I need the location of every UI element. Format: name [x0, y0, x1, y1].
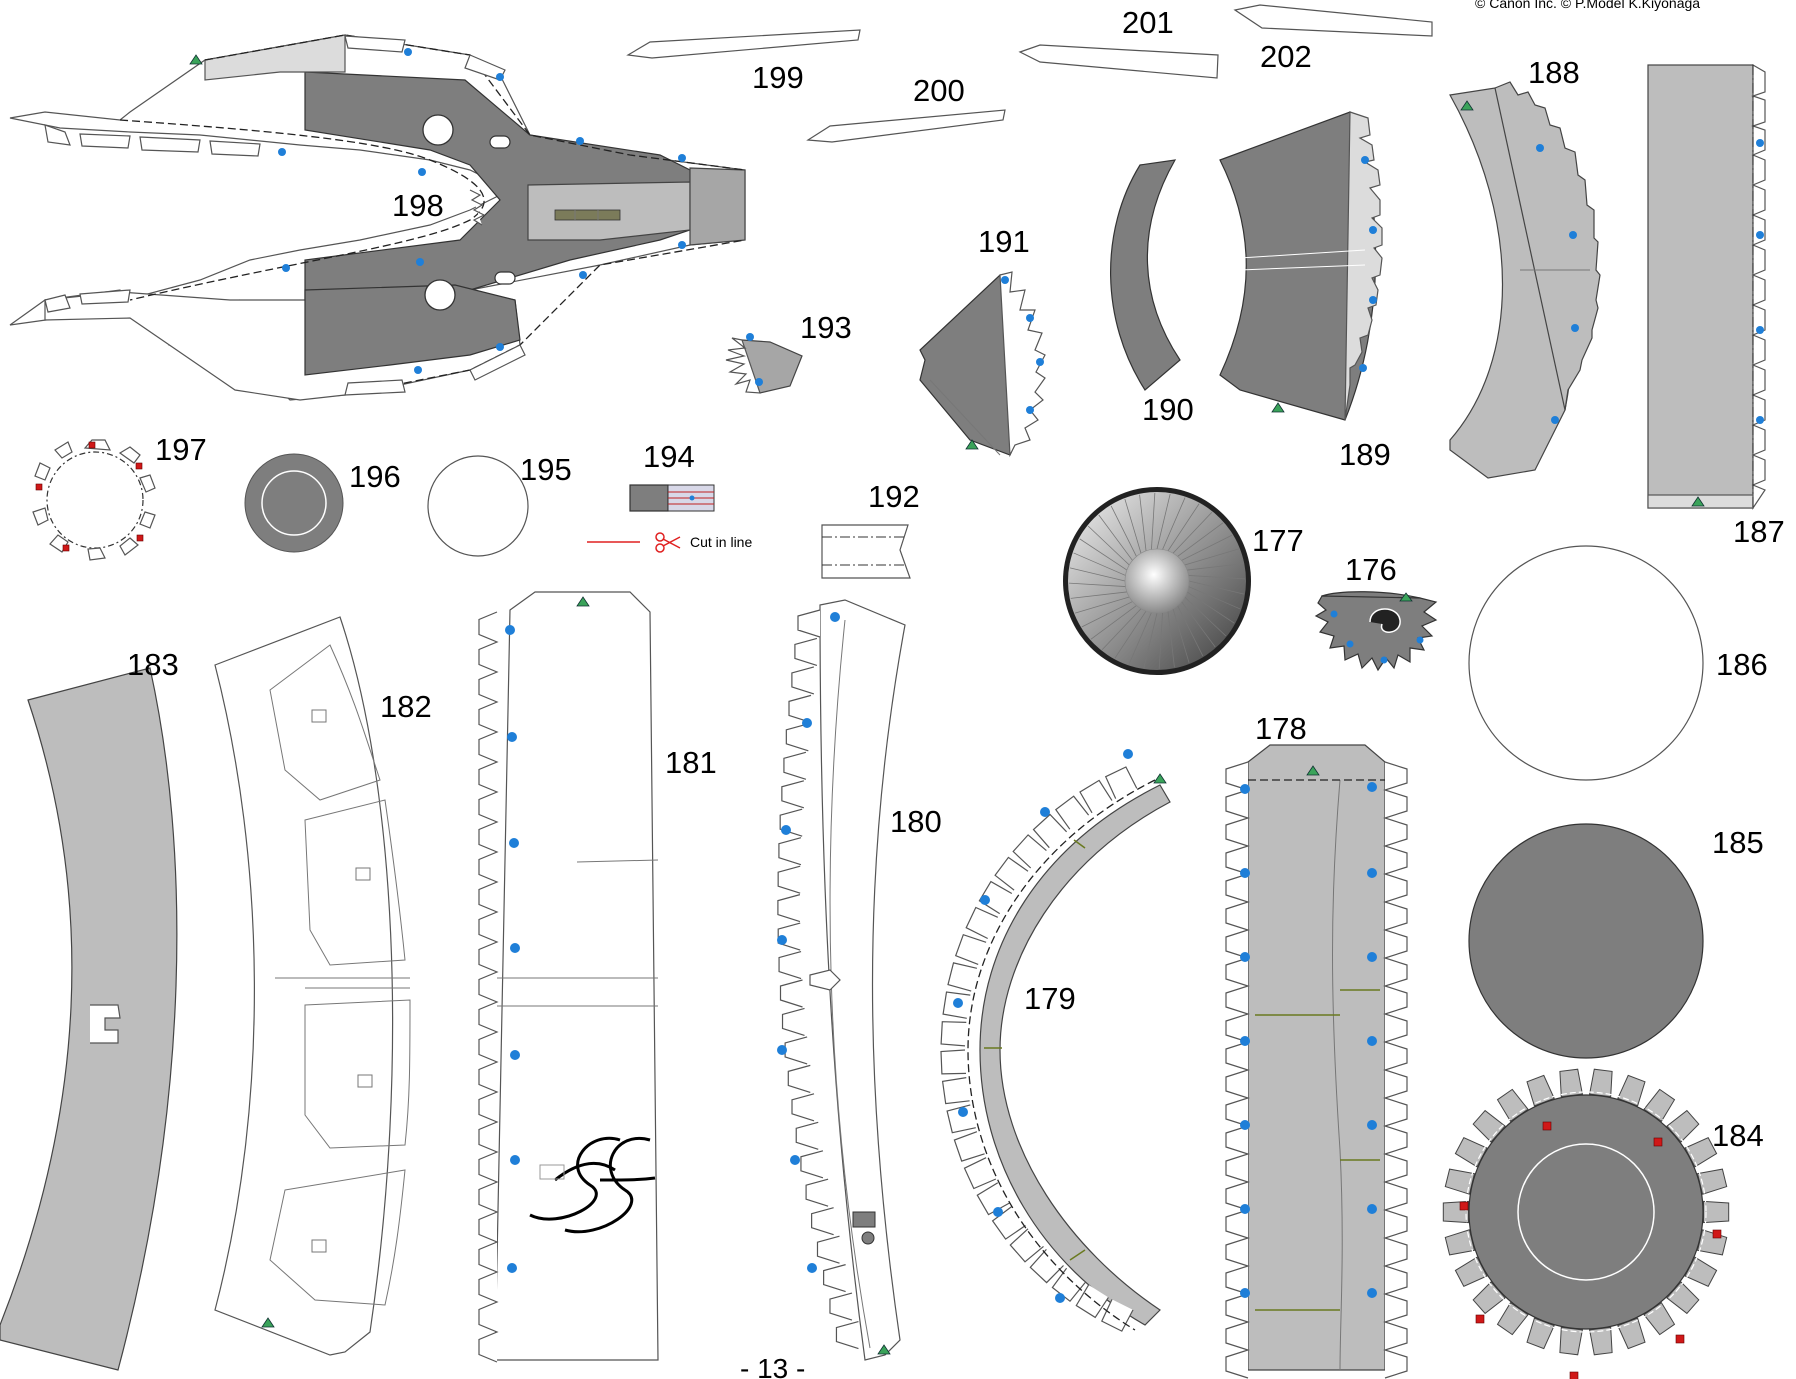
part-186 [1468, 545, 1704, 781]
label-189: 189 [1339, 437, 1391, 472]
label-190: 190 [1142, 392, 1194, 427]
part-182 [214, 616, 411, 1356]
part-189 [1219, 111, 1383, 421]
part-188 [1449, 81, 1601, 479]
label-178: 178 [1255, 711, 1307, 746]
part-197 [32, 439, 156, 561]
label-187: 187 [1733, 514, 1785, 549]
hole-circle [422, 114, 454, 146]
label-200: 200 [913, 73, 965, 108]
part-201 [1018, 44, 1219, 79]
logo-monogram [529, 1136, 656, 1234]
label-197: 197 [155, 432, 207, 467]
part-193 [725, 333, 803, 394]
label-195: 195 [520, 452, 572, 487]
part-185 [1468, 823, 1704, 1059]
label-177: 177 [1252, 523, 1304, 558]
label-201: 201 [1122, 5, 1174, 40]
label-185: 185 [1712, 825, 1764, 860]
label-188: 188 [1528, 55, 1580, 90]
label-181: 181 [665, 745, 717, 780]
part-199 [626, 29, 861, 59]
part-181 [478, 591, 659, 1363]
label-184: 184 [1712, 1118, 1764, 1153]
cut-in-line-label: Cut in line [690, 534, 752, 550]
label-183: 183 [127, 647, 179, 682]
label-194: 194 [643, 439, 695, 474]
cut-line-legend: Cut in line [587, 532, 752, 553]
part-190 [1110, 159, 1181, 391]
copyright-text: © Canon Inc. © P.Model K.Kiyonaga [1475, 0, 1700, 11]
label-182: 182 [380, 689, 432, 724]
part-191 [919, 271, 1046, 458]
part-202 [1233, 4, 1433, 37]
part-184 [1442, 1068, 1730, 1379]
label-196: 196 [349, 459, 401, 494]
part-187 [1647, 63, 1766, 510]
label-176: 176 [1345, 552, 1397, 587]
part-179 [940, 749, 1171, 1332]
part-180 [777, 599, 906, 1361]
label-193: 193 [800, 310, 852, 345]
scissors-icon [655, 532, 681, 553]
part-198 [9, 34, 746, 401]
label-202: 202 [1260, 39, 1312, 74]
part-176 [1314, 591, 1438, 672]
part-192 [821, 524, 911, 579]
part-196 [244, 453, 344, 553]
label-186: 186 [1716, 647, 1768, 682]
label-199: 199 [752, 60, 804, 95]
part-177 [1063, 487, 1251, 675]
part-183 [0, 667, 178, 1371]
part-195 [427, 455, 529, 557]
label-179: 179 [1024, 981, 1076, 1016]
part-200 [806, 109, 1006, 143]
part-178 [1225, 744, 1408, 1379]
label-198: 198 [392, 188, 444, 223]
label-192: 192 [868, 479, 920, 514]
label-180: 180 [890, 804, 942, 839]
part-194 [629, 484, 715, 512]
page-number: - 13 - [740, 1353, 805, 1379]
label-191: 191 [978, 224, 1030, 259]
hole-circle [424, 279, 456, 311]
